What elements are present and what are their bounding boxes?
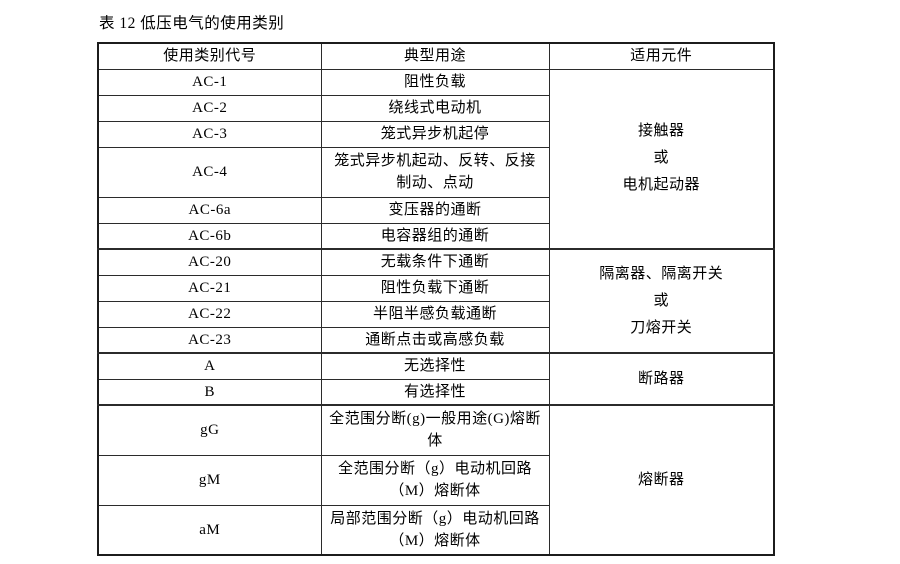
cell-category-code: AC-22 bbox=[97, 300, 322, 328]
cell-category-code: aM bbox=[97, 504, 322, 556]
cell-typical-use: 变压器的通断 bbox=[320, 196, 550, 224]
cell-applicable-component: 接触器 或 电机起动器 bbox=[548, 68, 775, 250]
table-row: gM 全范围分断（g）电动机回路（M）熔断体 bbox=[97, 454, 774, 506]
cell-category-code: A bbox=[97, 352, 322, 380]
cell-typical-use: 无载条件下通断 bbox=[320, 248, 550, 276]
cell-category-code: AC-1 bbox=[97, 68, 322, 96]
cell-typical-use: 半阻半感负载通断 bbox=[320, 300, 550, 328]
cell-typical-use: 绕线式电动机 bbox=[320, 94, 550, 122]
table-row: AC-4 笼式异步机起动、反转、反接制动、点动 bbox=[97, 146, 774, 198]
cell-typical-use: 笼式异步机起停 bbox=[320, 120, 550, 148]
table-caption: 表 12 低压电气的使用类别 bbox=[99, 15, 285, 32]
cell-typical-use: 全范围分断(g)一般用途(G)熔断体 bbox=[320, 404, 550, 456]
cell-typical-use: 电容器组的通断 bbox=[320, 222, 550, 250]
table-row: A 无选择性 断路器 bbox=[97, 352, 775, 406]
cell-typical-use: 有选择性 bbox=[320, 378, 550, 406]
table-row: AC-1 阻性负载 接触器 或 电机起动器 bbox=[97, 68, 775, 250]
cell-typical-use: 无选择性 bbox=[320, 352, 550, 380]
table-row: AC-2 绕线式电动机 bbox=[97, 94, 774, 122]
cell-applicable-component: 断路器 bbox=[548, 352, 775, 406]
table-row: AC-20 无载条件下通断 隔离器、隔离开关 或 刀熔开关 bbox=[97, 248, 775, 354]
cell-applicable-component: 熔断器 bbox=[548, 404, 775, 556]
cell-category-code: AC-2 bbox=[97, 94, 322, 122]
cell-typical-use: 通断点击或高感负载 bbox=[320, 326, 550, 354]
cell-category-code: AC-6a bbox=[97, 196, 322, 224]
cell-category-code: AC-6b bbox=[97, 222, 322, 250]
cell-category-code: AC-4 bbox=[97, 146, 322, 198]
header-typical-use: 典型用途 bbox=[320, 42, 550, 70]
cell-category-code: B bbox=[97, 378, 322, 406]
cell-category-code: AC-21 bbox=[97, 274, 322, 302]
cell-typical-use: 局部范围分断（g）电动机回路（M）熔断体 bbox=[320, 504, 550, 556]
cell-typical-use: 阻性负载 bbox=[320, 68, 550, 96]
cell-applicable-component: 隔离器、隔离开关 或 刀熔开关 bbox=[548, 248, 775, 354]
cell-category-code: AC-3 bbox=[97, 120, 322, 148]
table-row: AC-6a 变压器的通断 bbox=[97, 196, 774, 224]
table-row: aM 局部范围分断（g）电动机回路（M）熔断体 bbox=[97, 504, 774, 556]
cell-typical-use: 全范围分断（g）电动机回路（M）熔断体 bbox=[320, 454, 550, 506]
header-applicable-component: 适用元件 bbox=[548, 42, 775, 70]
header-category-code: 使用类别代号 bbox=[97, 42, 322, 70]
cell-category-code: gG bbox=[97, 404, 322, 456]
cell-category-code: gM bbox=[97, 454, 322, 506]
cell-category-code: AC-20 bbox=[97, 248, 322, 276]
header-row: 使用类别代号 典型用途 适用元件 bbox=[97, 42, 775, 70]
table-row: AC-23 通断点击或高感负载 bbox=[97, 326, 774, 354]
document: 表 12 低压电气的使用类别 使用类别代号 典型用途 适用元件 AC-1 阻性负… bbox=[97, 14, 775, 556]
table-row: AC-3 笼式异步机起停 bbox=[97, 120, 774, 148]
cell-typical-use: 阻性负载下通断 bbox=[320, 274, 550, 302]
table-row: AC-21 阻性负载下通断 bbox=[97, 274, 774, 302]
usage-category-table: 使用类别代号 典型用途 适用元件 AC-1 阻性负载 接触器 或 电机起动器 A… bbox=[97, 42, 775, 556]
cell-category-code: AC-23 bbox=[97, 326, 322, 354]
table-row: gG 全范围分断(g)一般用途(G)熔断体 熔断器 bbox=[97, 404, 775, 556]
cell-typical-use: 笼式异步机起动、反转、反接制动、点动 bbox=[320, 146, 550, 198]
